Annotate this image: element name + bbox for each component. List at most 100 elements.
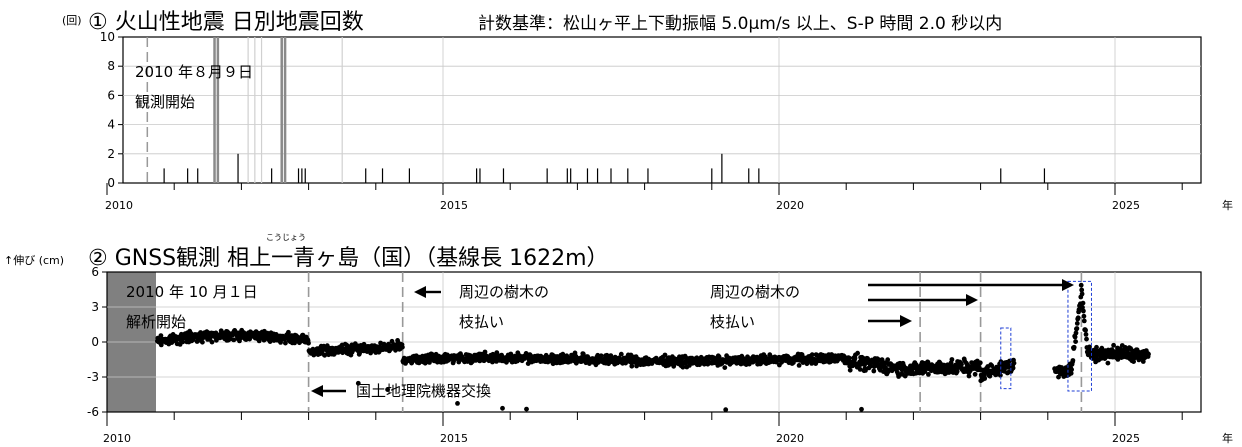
panel-gnss: ↑伸び (cm) こうじょう ② GNSS観測 相上一青ヶ島（国）（基線長 16… — [4, 233, 1233, 445]
p2-data-point — [1076, 307, 1082, 312]
p1-bar — [748, 168, 750, 183]
p2-data-point — [855, 350, 860, 356]
p2-data-point — [524, 406, 529, 412]
p2-data-point — [998, 372, 1003, 378]
p1-ytick-label: 0 — [107, 176, 115, 190]
p2-data-point — [846, 355, 852, 361]
p2-data-point — [722, 365, 728, 370]
p1-bar — [721, 153, 723, 183]
p2-data-point — [1131, 359, 1136, 364]
p2-highlight-box — [1000, 327, 1012, 390]
p1-bar — [197, 168, 199, 183]
p2-data-point — [1111, 342, 1116, 348]
p2-ytick-label: -6 — [87, 405, 99, 419]
p2-data-point — [966, 373, 972, 379]
p1-bar — [1000, 168, 1002, 183]
p1-bar — [502, 168, 505, 183]
p1-y-ticks: 0 2 4 6 8 10 — [100, 30, 123, 190]
p1-bar — [304, 168, 306, 183]
p2-data-point — [863, 368, 868, 373]
p2-data-point — [949, 357, 955, 362]
p1-bar — [280, 37, 283, 183]
p1-bar — [566, 168, 568, 183]
p1-bar — [297, 168, 300, 183]
p2-arrow-trim-2c — [868, 315, 912, 327]
p2-data-point — [385, 387, 390, 392]
p2-data-point — [1071, 344, 1077, 350]
p2-data-point — [1073, 339, 1078, 344]
p2-data-point — [982, 376, 988, 381]
p1-bar — [163, 168, 165, 183]
p2-annotation-trim2-line2: 枝払い — [710, 313, 755, 331]
p2-data-point — [847, 367, 853, 373]
p2-annotation-trim1-line1: 周辺の樹木の — [459, 283, 549, 301]
p1-bar — [647, 168, 649, 183]
p1-bar — [627, 168, 629, 183]
p1-title: ① 火山性地震 日別地震回数 — [88, 10, 364, 35]
p1-bar — [216, 37, 220, 183]
p2-data-point — [809, 352, 815, 358]
p2-data-point — [867, 363, 873, 369]
p1-ytick-label: 4 — [107, 118, 115, 132]
p2-data-point — [662, 352, 668, 358]
p2-data-point — [618, 351, 624, 357]
p2-data-point — [926, 372, 931, 377]
p1-bar — [283, 37, 287, 183]
p2-annotation-trim1-line2: 枝払い — [459, 313, 504, 331]
p2-data-point — [1073, 330, 1079, 336]
p2-data-point — [220, 330, 225, 336]
p2-data-point — [1146, 351, 1151, 357]
p2-data-point — [1083, 332, 1089, 337]
p2-data-point — [322, 352, 328, 358]
p2-data-point — [355, 380, 361, 386]
p2-data-point — [859, 406, 864, 412]
p1-bar — [711, 168, 713, 183]
p1-bar — [758, 168, 760, 183]
p2-data-point — [746, 361, 752, 367]
p2-data-point — [954, 369, 960, 374]
p2-data-point — [1079, 287, 1085, 293]
p1-subtitle: 計数基準：松山ヶ平上下動振幅 5.0μm/s 以上、S-P 時間 2.0 秒以内 — [478, 14, 1002, 34]
p2-data-point — [455, 401, 460, 406]
p1-ytick-label: 2 — [107, 147, 115, 161]
p2-data-point — [723, 407, 729, 413]
p2-data-point — [1074, 321, 1080, 326]
p2-data-point — [1068, 370, 1074, 376]
p1-bar — [610, 168, 612, 183]
p2-data-point — [158, 333, 164, 338]
p2-data-point — [1081, 318, 1087, 324]
p2-ytick-label: 0 — [91, 335, 99, 349]
p1-bar — [365, 168, 367, 183]
p2-title: ② GNSS観測 相上一青ヶ島（国）（基線長 1622m） — [88, 246, 609, 271]
p1-ytick-label: 6 — [107, 88, 115, 102]
p2-data-point — [871, 368, 877, 374]
p1-grid — [123, 37, 1201, 183]
p2-arrow-trim-1 — [414, 286, 441, 298]
p1-x-unit: 年 — [1222, 198, 1233, 212]
p2-annotation-start-line1: 2010 年 10 月１日 — [126, 283, 258, 301]
p2-data-point — [716, 354, 722, 360]
p2-data-point — [1070, 358, 1076, 363]
p2-data-point — [1079, 291, 1085, 297]
p2-data-point — [1075, 315, 1081, 321]
p2-data-point — [306, 340, 311, 346]
p2-ytick-label: -3 — [87, 370, 99, 384]
p1-bar — [546, 168, 548, 183]
p2-data-point — [400, 344, 405, 350]
p2-data-point — [231, 337, 237, 343]
p1-bar — [408, 168, 410, 183]
p2-data-point — [1122, 345, 1128, 350]
p1-annotation-line1: 2010 年８月９日 — [135, 63, 253, 81]
p2-data-point — [180, 339, 186, 345]
p2-arrow-trim-2b — [868, 294, 978, 306]
p2-data-point — [158, 342, 164, 348]
p2-data-point — [1010, 365, 1016, 371]
p1-bars — [163, 37, 1046, 183]
p2-data-point — [1094, 344, 1099, 350]
p2-data-point — [941, 362, 947, 368]
p2-data-point — [862, 362, 867, 368]
p2-data-point — [1078, 282, 1084, 288]
p2-data-point — [857, 367, 863, 372]
p2-data-point — [629, 363, 635, 369]
